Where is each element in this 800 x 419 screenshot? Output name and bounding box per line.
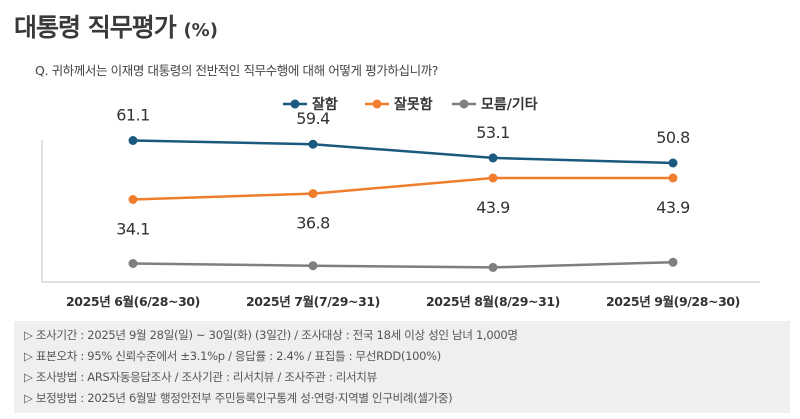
x-tick-label-1: 2025년 6월(6/28~30) [66, 294, 200, 309]
data-label-good-4: 50.8 [656, 128, 690, 147]
data-point-bad-1 [128, 195, 138, 204]
data-point-bad-3 [488, 173, 498, 183]
data-point-good-3 [488, 153, 498, 163]
data-point-bad-4 [668, 173, 678, 183]
series-line-good [132, 139, 674, 165]
note-sampling-error: ▷ 표본오차 : 95% 신뢰수준에서 ±3.1%p / 응답률 : 2.4% … [24, 349, 441, 363]
series-line-other [132, 260, 674, 269]
series-line-bad [132, 176, 673, 201]
legend-label-bad: 잘못함 [394, 96, 433, 113]
legend-label-other: 모름/기타 [481, 97, 538, 113]
x-tick-label-3: 2025년 8월(8/29~31) [426, 294, 560, 309]
note-survey-method: ▷ 조사방법 : ARS자동응답조사 / 조사기관 : 리서치뷰 / 조사주관 … [24, 370, 377, 384]
data-point-good-2 [308, 139, 318, 149]
page-title: 대통령 직무평가 (%) [14, 8, 218, 44]
data-point-good-4 [668, 158, 678, 168]
x-tick-label-2: 2025년 7월(7/29~31) [246, 294, 380, 309]
data-label-bad-3: 43.9 [476, 198, 510, 217]
data-label-bad-2: 36.8 [296, 214, 330, 233]
title-text: 대통령 직무평가 [14, 13, 177, 42]
data-label-good-1: 61.1 [116, 106, 150, 125]
data-point-other-2 [308, 261, 318, 271]
survey-question: Q. 귀하께서는 이재명 대통령의 전반적인 직무수행에 대해 어떻게 평가하십… [35, 63, 439, 78]
note-survey-period: ▷ 조사기간 : 2025년 9월 28일(일) ~ 30일(화) (3일간) … [24, 328, 518, 342]
legend-marker-good [290, 99, 300, 109]
data-point-bad-2 [308, 189, 318, 199]
note-weighting: ▷ 보정방법 : 2025년 6월말 행정안전부 주민등록인구통계 성·연령·지… [24, 391, 453, 405]
data-point-other-1 [128, 259, 138, 268]
legend-marker-bad [372, 99, 382, 109]
legend-label-good: 잘함 [312, 96, 338, 113]
line-chart: 잘함 잘못함 모름/기타 61.1 59.4 53.1 50.8 34.1 36.8 43.9 43… [41, 96, 760, 309]
survey-notes: ▷ 조사기간 : 2025년 9월 28일(일) ~ 30일(화) (3일간) … [14, 321, 790, 413]
data-point-good-1 [128, 136, 138, 145]
data-label-good-2: 59.4 [296, 109, 330, 128]
data-point-other-4 [668, 257, 678, 267]
x-tick-label-4: 2025년 9월(9/28~30) [606, 294, 740, 309]
title-unit: (%) [183, 20, 218, 41]
legend-marker-other [459, 99, 469, 109]
data-label-good-3: 53.1 [476, 123, 510, 142]
data-label-bad-4: 43.9 [656, 198, 690, 217]
data-label-bad-1: 34.1 [116, 220, 150, 239]
data-point-other-3 [488, 262, 498, 272]
